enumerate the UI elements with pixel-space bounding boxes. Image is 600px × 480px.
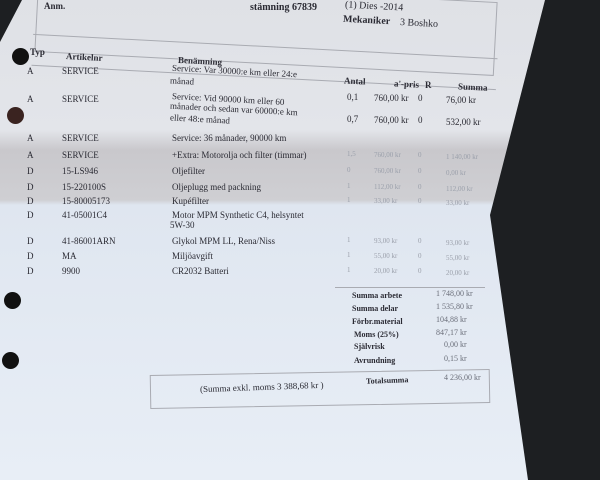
row-summa: 0,00 kr [446,169,466,177]
row-antal: 0,1 [347,92,359,102]
row-apris: 33,00 kr [374,197,398,205]
row-apris: 760,00 kr [374,167,401,175]
total-label: Totalsumma [365,375,409,386]
total-row-label: Förbr.material [352,317,403,326]
punch-hole [7,107,24,124]
row-typ: D [27,266,34,276]
total-row-label: Avrundning [354,356,396,365]
row-artikelnr: 15-220100S [62,182,107,192]
row-artikelnr: MA [62,251,77,261]
total-row-label: Summa arbete [352,291,402,300]
punch-hole [2,352,19,369]
row-artikelnr: 41-86001ARN [62,236,116,246]
row-benamning: Oljeplugg med packning [172,182,261,192]
row-benamning: CR2032 Batteri [172,266,229,276]
row-antal: 1 [347,196,351,204]
row-benamning: Service: 36 månader, 90000 km [172,133,287,143]
total-row-value: 0,15 kr [444,354,467,363]
row-benamning: Glykol MPM LL, Rena/Niss [172,236,276,246]
col-apris: a'-pris [393,78,420,90]
row-antal: 1 [347,266,351,274]
row-summa: 76,00 kr [446,95,476,105]
total-value: 4 236,00 kr [444,373,481,382]
row-r: 0 [418,93,423,103]
total-row-label: Summa delar [352,304,398,313]
row-artikelnr: SERVICE [62,66,99,76]
total-row-value: 1 748,00 kr [436,289,473,298]
order-number: stämning 67839 [250,2,317,13]
row-apris: 20,00 kr [374,267,398,275]
total-row-value: 1 535,80 kr [436,302,473,311]
row-typ: D [27,196,34,206]
row-r: 0 [418,167,422,175]
row-typ: D [27,166,34,176]
row-typ: D [27,210,34,220]
row-artikelnr: 15-LS946 [62,166,98,176]
mechanic-value: 3 Boshko [399,17,439,30]
total-row-label: Moms (25%) [354,330,399,339]
row-artikelnr: SERVICE [62,94,99,104]
row-r: 0 [418,197,422,205]
row-r: 0 [418,151,422,159]
row-typ: A [27,94,34,104]
row-typ: A [27,66,34,76]
row-typ: D [27,251,34,261]
row-summa: 20,00 kr [446,269,470,277]
col-artikelnr: Artikelnr [65,51,103,63]
row-antal: 1 [347,182,351,190]
row-summa: 93,00 kr [446,239,470,247]
total-row-value: 104,88 kr [436,315,467,324]
row-apris: 93,00 kr [374,237,398,245]
row-artikelnr: 9900 [62,266,80,276]
row-antal: 0,7 [347,114,359,124]
row-r: 0 [418,183,422,191]
row-apris: 55,00 kr [374,252,398,260]
row-benamning: +Extra: Motorolja och filter (timmar) [172,150,307,160]
row-r: 0 [418,252,422,260]
total-row-label: Självrisk [354,342,385,351]
row-antal: 1 [347,236,351,244]
row-benamning-3: eller 48:e månad [169,112,231,126]
row-artikelnr: 15-80005173 [62,196,110,206]
row-apris: 760,00 kr [374,151,401,159]
col-antal: Antal [343,75,366,87]
total-row-value: 847,17 kr [436,328,467,337]
row-r: 0 [418,115,423,125]
col-r: R [425,80,432,90]
row-r: 0 [418,237,422,245]
totals-line [335,287,485,288]
row-apris: 760,00 kr [374,115,409,125]
row-antal: 0 [347,166,351,174]
punch-hole [4,292,21,309]
row-typ: D [27,236,34,246]
row-r: 0 [418,267,422,275]
row-artikelnr: SERVICE [62,133,99,143]
row-benamning: Motor MPM Synthetic C4, helsyntet [172,210,304,220]
row-antal: 1,5 [347,150,356,158]
row-antal: 1 [347,251,351,259]
row-benamning: Miljöavgift [172,251,213,261]
row-typ: D [27,182,34,192]
row-typ: A [27,133,34,143]
row-apris: 112,00 kr [374,183,401,191]
punch-hole [12,48,29,65]
row-summa: 55,00 kr [446,254,470,262]
row-benamning-2: 5W-30 [170,220,195,230]
row-benamning: Kupéfilter [172,196,209,206]
row-apris: 760,00 kr [374,93,409,103]
row-typ: A [27,150,34,160]
row-summa: 532,00 kr [446,117,481,127]
row-benamning: Oljefilter [172,166,205,176]
row-summa: 33,00 kr [446,199,470,207]
row-summa: 112,00 kr [446,185,473,193]
col-typ: Typ [30,47,45,57]
anm-label: Anm. [44,1,66,11]
row-benamning-2: månad [169,75,195,87]
col-summa: Summa [457,81,488,93]
row-summa: 1 140,00 kr [446,153,479,161]
row-artikelnr: SERVICE [62,150,99,160]
row-artikelnr: 41-05001C4 [62,210,107,220]
total-row-value: 0,00 kr [444,340,467,349]
